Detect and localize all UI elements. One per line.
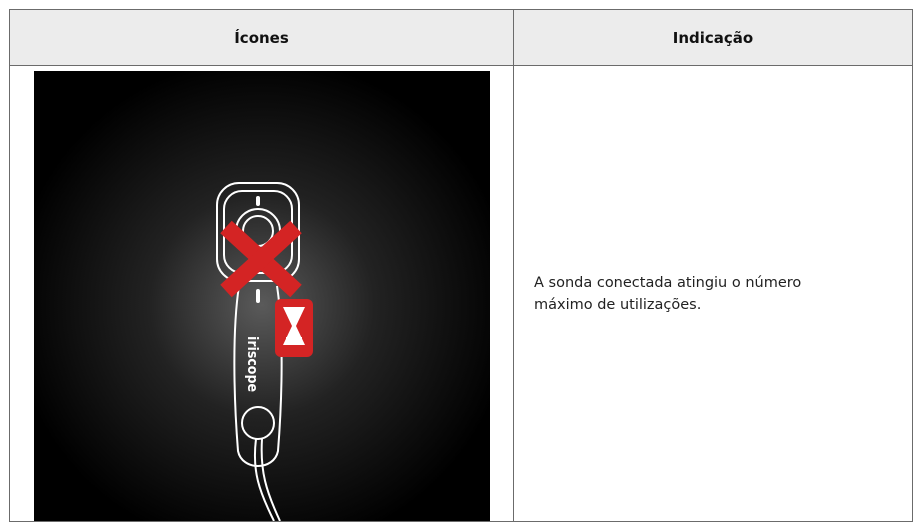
probe-icon: iriscope	[34, 71, 490, 521]
icon-table: Ícones Indicação iriscope A sonda conect…	[9, 9, 913, 522]
body-row: iriscope A sonda conectada atingiu o núm…	[9, 65, 913, 522]
header-row: Ícones Indicação	[9, 9, 913, 66]
device-label: iriscope	[244, 336, 260, 392]
header-cell: Ícones	[9, 9, 514, 66]
indication-text: A sonda conectada atingiu o número máxim…	[534, 274, 802, 313]
icon-cell: iriscope	[9, 65, 514, 522]
header-cell: Indicação	[513, 9, 913, 66]
indication-cell: A sonda conectada atingiu o número máxim…	[513, 65, 913, 522]
